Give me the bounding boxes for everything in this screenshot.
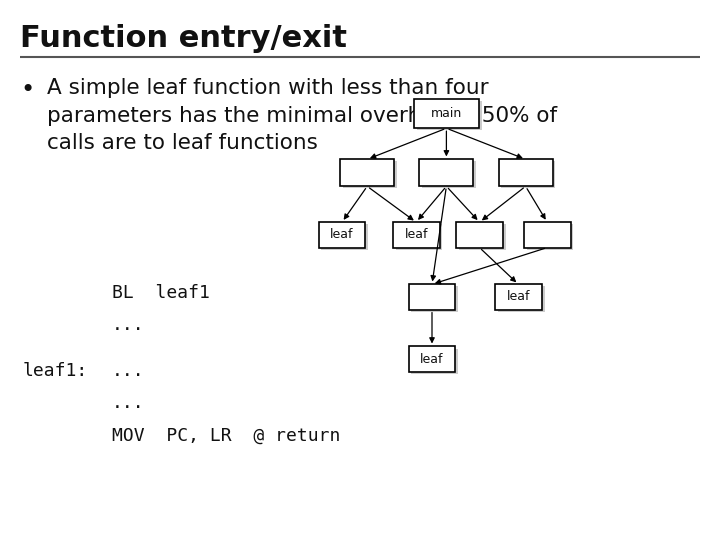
FancyBboxPatch shape (459, 225, 506, 249)
Text: A simple leaf function with less than four
parameters has the minimal overhead. : A simple leaf function with less than fo… (47, 78, 557, 153)
FancyBboxPatch shape (456, 222, 503, 247)
FancyBboxPatch shape (393, 222, 440, 247)
FancyBboxPatch shape (409, 347, 456, 372)
Text: leaf1:: leaf1: (23, 362, 89, 380)
FancyBboxPatch shape (417, 100, 482, 130)
FancyBboxPatch shape (322, 225, 369, 249)
FancyBboxPatch shape (396, 225, 442, 249)
Text: leaf: leaf (405, 228, 428, 241)
Text: main: main (431, 107, 462, 120)
FancyBboxPatch shape (527, 225, 574, 249)
Text: leaf: leaf (507, 291, 530, 303)
FancyBboxPatch shape (412, 349, 459, 374)
FancyBboxPatch shape (319, 222, 366, 247)
Text: ...: ... (112, 394, 144, 412)
FancyBboxPatch shape (414, 98, 479, 128)
FancyBboxPatch shape (501, 161, 556, 188)
Text: leaf: leaf (330, 228, 354, 241)
FancyBboxPatch shape (341, 159, 395, 186)
Text: ...: ... (112, 316, 144, 334)
FancyBboxPatch shape (412, 286, 459, 312)
Text: BL  leaf1: BL leaf1 (112, 284, 210, 301)
Text: Function entry/exit: Function entry/exit (20, 24, 347, 53)
FancyBboxPatch shape (343, 161, 397, 188)
FancyBboxPatch shape (409, 284, 456, 309)
FancyBboxPatch shape (498, 286, 544, 312)
FancyBboxPatch shape (498, 159, 553, 186)
Text: leaf: leaf (420, 353, 444, 366)
Text: •: • (20, 78, 35, 102)
FancyBboxPatch shape (495, 284, 541, 309)
FancyBboxPatch shape (419, 159, 474, 186)
FancyBboxPatch shape (524, 222, 571, 247)
Text: MOV  PC, LR  @ return: MOV PC, LR @ return (112, 427, 340, 444)
FancyBboxPatch shape (422, 161, 477, 188)
Text: ...: ... (112, 362, 144, 380)
